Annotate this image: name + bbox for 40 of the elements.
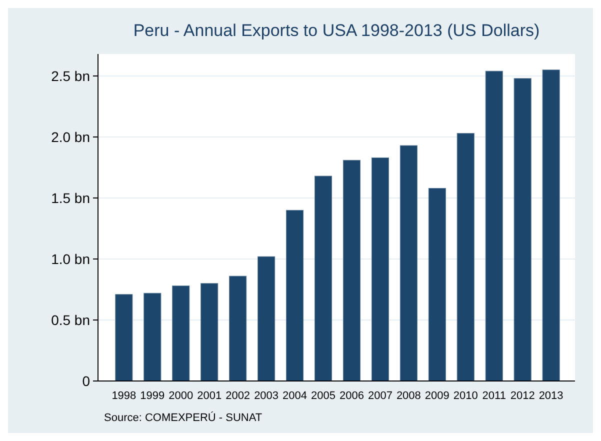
x-tick-label: 2012: [510, 390, 535, 402]
x-tick-label: 1998: [112, 390, 136, 402]
x-tick-label: 2002: [226, 390, 250, 402]
bar: [485, 70, 503, 382]
x-tick-label: 2003: [254, 390, 279, 402]
x-tick-label: 2004: [282, 390, 308, 402]
x-tick-label: 1999: [140, 390, 165, 402]
x-tick-label: 2006: [339, 390, 364, 402]
x-tick-label: 2008: [396, 390, 421, 402]
bar: [144, 292, 162, 382]
y-tick-label: 0.5 bn: [51, 312, 90, 328]
y-tick-label: 2.0 bn: [51, 128, 90, 145]
x-tick-label: 2005: [311, 390, 336, 402]
x-tick-label: 2001: [197, 390, 222, 402]
bar: [200, 283, 218, 382]
bar: [428, 188, 446, 382]
bar: [258, 256, 276, 382]
y-tick-label: 1.5 bn: [51, 190, 90, 206]
bar: [229, 276, 247, 382]
bar: [314, 176, 332, 382]
x-tick-label: 2011: [482, 390, 506, 402]
bar: [286, 210, 304, 382]
x-tick-label: 2007: [368, 390, 392, 402]
chart-title: Peru - Annual Exports to USA 1998-2013 (US Dollars): [133, 21, 540, 40]
bar: [371, 157, 390, 382]
x-tick-label: 2009: [424, 390, 450, 402]
y-tick-label: 1.0 bn: [51, 250, 90, 267]
x-tick-label: 2010: [453, 390, 478, 402]
y-tick-label: 0: [82, 372, 90, 389]
bar: [115, 294, 133, 382]
bar: [342, 160, 361, 382]
bar: [542, 70, 560, 382]
x-tick-label: 2013: [538, 390, 564, 402]
bar: [514, 78, 532, 382]
x-tick-label: 2000: [168, 390, 194, 402]
bar: [400, 145, 418, 382]
y-tick-label: 2.5 bn: [51, 68, 90, 84]
source-note: Source: COMEXPERÚ - SUNAT: [104, 411, 262, 424]
bar: [456, 133, 474, 382]
bar: [172, 286, 190, 382]
